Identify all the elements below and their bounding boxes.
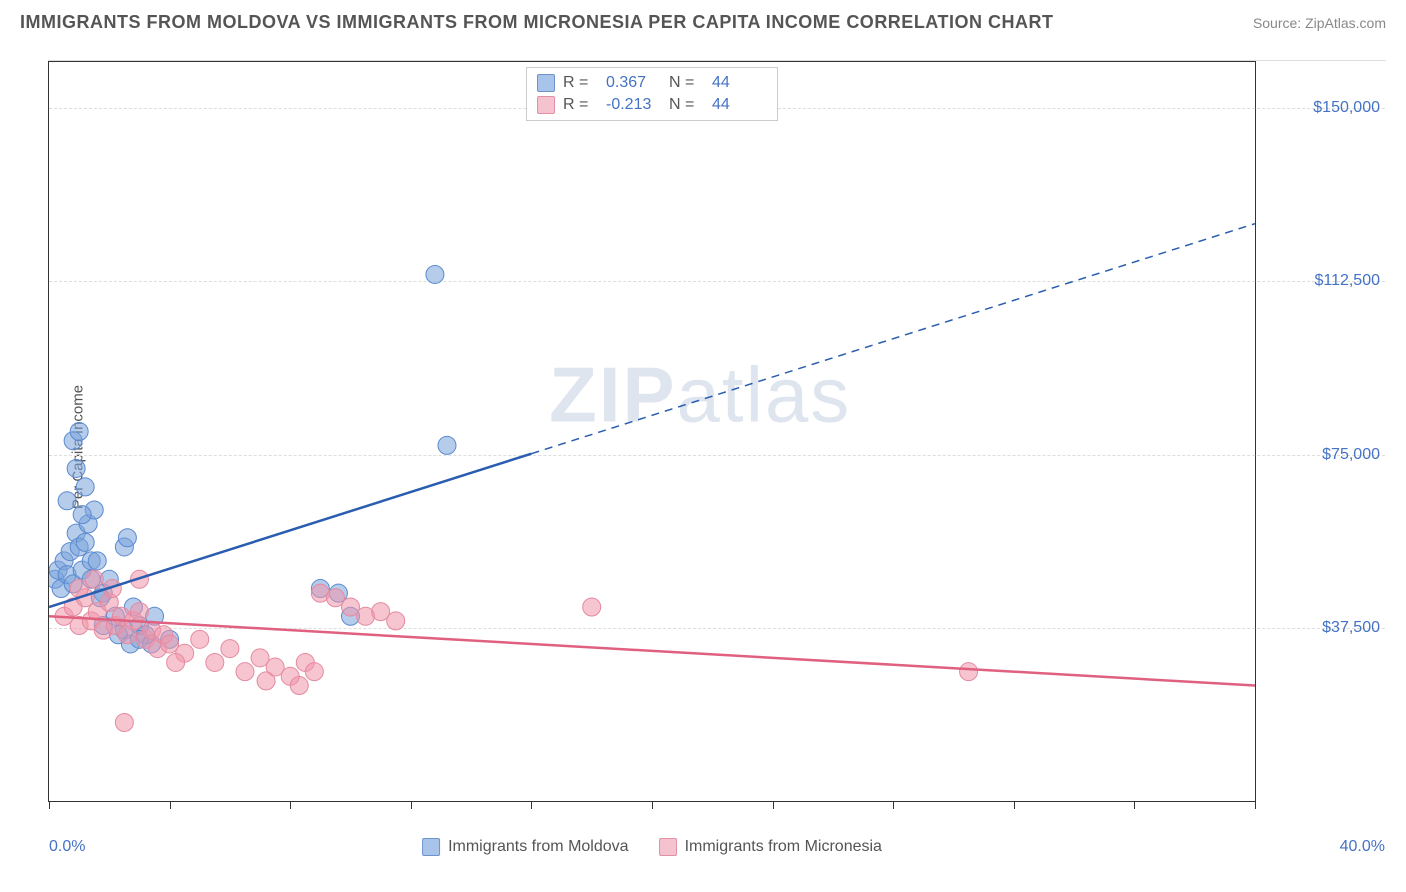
swatch-moldova-icon: [537, 74, 555, 92]
scatter-point: [76, 533, 94, 551]
n-label: N =: [669, 96, 704, 114]
x-tick: [893, 801, 894, 809]
scatter-point: [88, 552, 106, 570]
scatter-point: [960, 663, 978, 681]
scatter-point: [167, 653, 185, 671]
legend-label-micronesia: Immigrants from Micronesia: [685, 838, 882, 856]
x-tick: [1014, 801, 1015, 809]
n-value-micronesia: 44: [712, 96, 767, 114]
legend-item-micronesia: Immigrants from Micronesia: [659, 838, 882, 856]
chart-container: Per Capita Income R = 0.367 N = 44 R = -…: [48, 60, 1386, 832]
y-tick-label: $112,500: [1314, 272, 1380, 290]
n-value-moldova: 44: [712, 74, 767, 92]
y-tick-label: $37,500: [1322, 619, 1380, 637]
x-tick: [773, 801, 774, 809]
x-tick: [49, 801, 50, 809]
legend-bottom: Immigrants from Moldova Immigrants from …: [422, 838, 882, 856]
x-tick: [411, 801, 412, 809]
source-label: Source: ZipAtlas.com: [1253, 15, 1386, 31]
scatter-point: [387, 612, 405, 630]
scatter-point: [70, 423, 88, 441]
scatter-point: [221, 640, 239, 658]
scatter-point: [305, 663, 323, 681]
plot-area: R = 0.367 N = 44 R = -0.213 N = 44 ZIPat…: [48, 61, 1256, 802]
scatter-point: [438, 436, 456, 454]
swatch-micronesia-icon: [659, 838, 677, 856]
scatter-point: [130, 603, 148, 621]
scatter-point: [58, 492, 76, 510]
legend-row-moldova: R = 0.367 N = 44: [537, 72, 767, 94]
scatter-point: [85, 570, 103, 588]
scatter-point: [67, 459, 85, 477]
chart-title: IMMIGRANTS FROM MOLDOVA VS IMMIGRANTS FR…: [20, 12, 1053, 33]
legend-label-moldova: Immigrants from Moldova: [448, 838, 629, 856]
x-axis-max-label: 40.0%: [1340, 838, 1385, 856]
x-tick: [1255, 801, 1256, 809]
x-tick: [652, 801, 653, 809]
scatter-point: [191, 630, 209, 648]
scatter-point: [426, 265, 444, 283]
scatter-point: [290, 677, 308, 695]
scatter-point: [115, 713, 133, 731]
n-label: N =: [669, 74, 704, 92]
swatch-moldova-icon: [422, 838, 440, 856]
x-tick: [290, 801, 291, 809]
scatter-point: [236, 663, 254, 681]
r-value-micronesia: -0.213: [606, 96, 661, 114]
swatch-micronesia-icon: [537, 96, 555, 114]
x-tick: [170, 801, 171, 809]
scatter-point: [583, 598, 601, 616]
r-value-moldova: 0.367: [606, 74, 661, 92]
scatter-point: [118, 529, 136, 547]
r-label: R =: [563, 96, 598, 114]
legend-row-micronesia: R = -0.213 N = 44: [537, 94, 767, 116]
x-tick: [531, 801, 532, 809]
scatter-point: [206, 653, 224, 671]
legend-item-moldova: Immigrants from Moldova: [422, 838, 629, 856]
scatter-point: [76, 478, 94, 496]
x-tick: [1134, 801, 1135, 809]
x-axis-min-label: 0.0%: [49, 838, 85, 856]
scatter-plot-svg: [49, 62, 1255, 801]
y-tick-label: $150,000: [1313, 99, 1380, 117]
scatter-point: [73, 506, 91, 524]
r-label: R =: [563, 74, 598, 92]
legend-top: R = 0.367 N = 44 R = -0.213 N = 44: [526, 67, 778, 121]
y-tick-label: $75,000: [1322, 446, 1380, 464]
trend-line-dashed: [531, 224, 1255, 454]
trend-line-solid: [49, 454, 531, 607]
